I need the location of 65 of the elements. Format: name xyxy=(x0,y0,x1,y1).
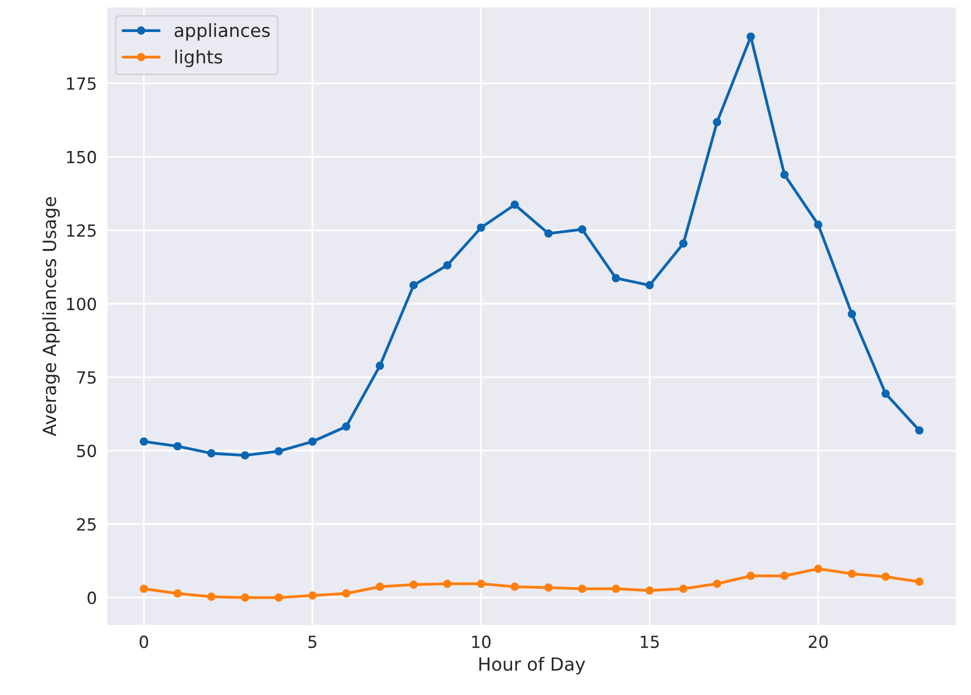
point xyxy=(207,592,216,601)
point xyxy=(645,586,654,595)
point xyxy=(612,274,620,282)
point xyxy=(881,572,890,581)
point xyxy=(274,447,283,456)
point xyxy=(240,593,250,602)
point xyxy=(443,261,452,270)
point xyxy=(510,582,519,591)
x-tick-label: 10 xyxy=(472,636,491,648)
x-tick-label: 15 xyxy=(640,636,659,648)
legend-label: appliances xyxy=(174,23,270,41)
point xyxy=(712,118,722,126)
point xyxy=(140,437,148,446)
point xyxy=(308,591,317,600)
point xyxy=(612,584,620,593)
y-tick-label: 175 xyxy=(67,78,96,90)
point xyxy=(848,310,856,318)
y-tick-label: 50 xyxy=(77,444,96,458)
point xyxy=(173,589,182,598)
x-tick-label: 0 xyxy=(140,636,148,648)
y-axis-title: Average Appliances Usage xyxy=(42,197,60,436)
point xyxy=(342,589,350,598)
point xyxy=(342,422,350,431)
y-tick-label: 0 xyxy=(88,592,96,604)
y-tick-label: 125 xyxy=(67,224,96,237)
point xyxy=(746,32,755,41)
point xyxy=(881,389,890,398)
point xyxy=(578,225,586,234)
point xyxy=(476,223,486,232)
point xyxy=(645,281,654,290)
y-tick-label: 25 xyxy=(77,518,96,531)
x-tick-label: 20 xyxy=(808,636,828,648)
point xyxy=(578,584,586,593)
point xyxy=(544,583,553,592)
y-tick-label: 150 xyxy=(67,150,96,164)
point xyxy=(510,200,519,209)
point xyxy=(679,239,688,248)
point xyxy=(308,437,317,446)
y-tick-label: 75 xyxy=(77,371,96,384)
point xyxy=(443,580,452,588)
point xyxy=(780,170,789,179)
point xyxy=(848,570,856,578)
point xyxy=(814,220,822,229)
point xyxy=(746,572,755,580)
y-tick-label: 100 xyxy=(67,298,96,310)
point xyxy=(207,449,216,458)
point xyxy=(376,582,384,591)
point xyxy=(476,580,486,588)
point xyxy=(915,578,924,586)
x-axis-title: Hour of Day xyxy=(479,656,586,674)
point xyxy=(712,580,722,588)
point xyxy=(409,580,418,589)
point xyxy=(915,426,924,435)
legend-label: lights xyxy=(175,50,222,68)
point xyxy=(140,584,148,593)
point xyxy=(814,564,822,573)
point xyxy=(274,593,283,602)
point xyxy=(376,362,384,370)
point xyxy=(544,229,553,238)
x-tick-label: 5 xyxy=(308,636,316,648)
point xyxy=(679,584,688,593)
point xyxy=(173,442,182,450)
point xyxy=(780,572,789,580)
point xyxy=(409,281,418,290)
point xyxy=(240,451,250,460)
